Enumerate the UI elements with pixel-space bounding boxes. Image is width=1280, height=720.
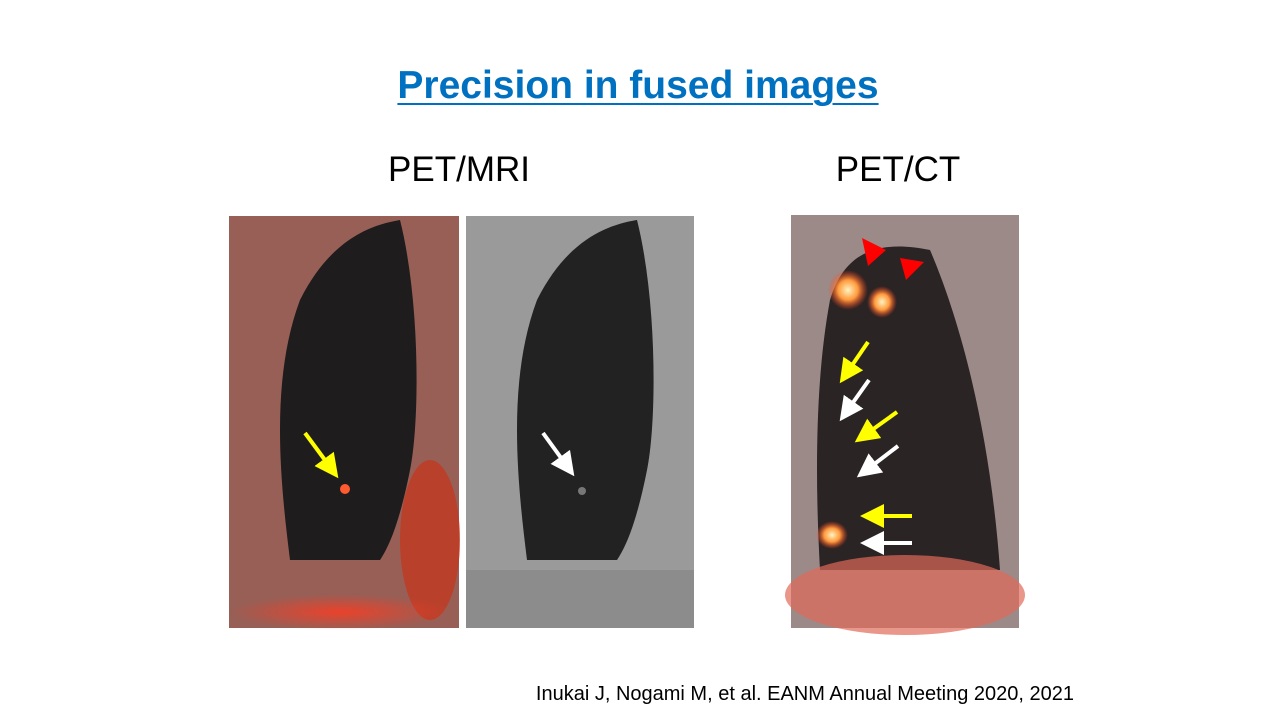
panel-label: PET/MRI <box>388 150 530 189</box>
pet-ct-image <box>785 215 1025 635</box>
mri-image <box>466 216 694 628</box>
pet-mri-fused-image <box>229 216 460 630</box>
citation: Inukai J, Nogami M, et al. EANM Annual M… <box>535 683 1074 705</box>
slide-title: Precision in fused images <box>397 64 879 107</box>
panel-label: PET/CT <box>835 150 961 189</box>
